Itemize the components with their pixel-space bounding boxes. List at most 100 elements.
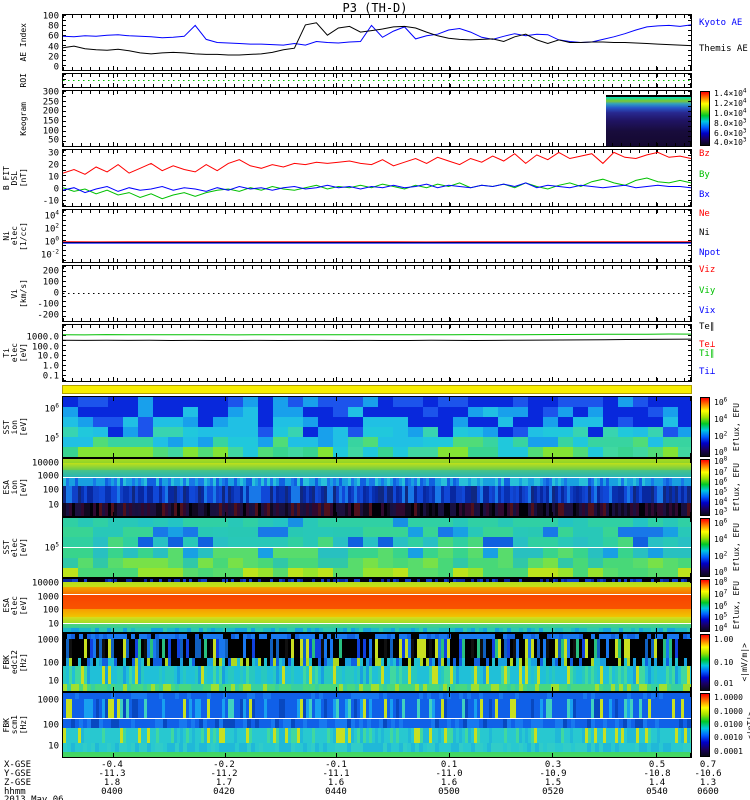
spectro-cell xyxy=(105,728,108,743)
major-tick xyxy=(113,628,114,632)
spectro-cell xyxy=(663,628,667,632)
spectro-cell xyxy=(587,628,591,632)
spectro-cell xyxy=(180,666,183,684)
spectro-cell xyxy=(87,634,91,639)
spectro-cell xyxy=(228,427,243,437)
spectro-cell xyxy=(427,693,431,699)
spectro-cell xyxy=(597,699,600,718)
spectro-cell xyxy=(551,628,555,632)
spectro-cell xyxy=(438,558,453,568)
spectro-cell xyxy=(462,503,465,516)
spectro-cell xyxy=(563,628,567,632)
spectro-cell xyxy=(585,699,588,718)
spectro-cell xyxy=(378,407,393,417)
spectro-cell xyxy=(432,486,435,503)
major-tick xyxy=(449,518,450,522)
spectro-cell xyxy=(535,719,539,729)
spectro-cell xyxy=(575,634,579,639)
spectro-cell xyxy=(231,628,235,632)
spectro-cell xyxy=(357,503,360,516)
spectro-cell xyxy=(135,728,138,743)
spectro-cell xyxy=(177,728,180,743)
spectro-cell xyxy=(483,503,486,516)
spectro-cell xyxy=(543,503,546,516)
spectro-cell xyxy=(117,728,120,743)
spectro-cell xyxy=(588,639,591,658)
spectro-cell xyxy=(585,666,588,684)
major-tick xyxy=(449,258,450,262)
spectro-cell xyxy=(102,486,105,503)
spectro-cell xyxy=(111,658,114,666)
spectro-cell xyxy=(543,537,558,547)
spectro-cell xyxy=(635,628,639,632)
spectro-cell xyxy=(455,743,459,752)
spectro-cell xyxy=(312,666,315,684)
spectro-cell xyxy=(323,684,327,691)
spectro-cell xyxy=(243,478,246,487)
spectro-cell xyxy=(681,699,684,718)
colorbar-tick: 104 xyxy=(714,622,728,633)
spectro-cell xyxy=(63,407,78,417)
spectro-cell xyxy=(479,634,483,639)
spectro-cell xyxy=(444,699,447,718)
spectro-cell xyxy=(213,548,228,558)
spectro-cell xyxy=(153,558,168,568)
spectro-cell xyxy=(507,486,510,503)
spectro-cell xyxy=(96,666,99,684)
spectro-cell xyxy=(153,658,156,666)
spectro-cell xyxy=(429,486,432,503)
spectro-cell xyxy=(168,437,183,447)
spectro-cell xyxy=(459,743,463,752)
spectro-cell xyxy=(609,486,612,503)
series-label: By xyxy=(699,170,710,181)
spectro-cell xyxy=(135,666,138,684)
spectro-cell xyxy=(567,634,571,639)
spectro-cell xyxy=(247,743,251,752)
spectro-cell xyxy=(72,503,75,516)
spectro-cell xyxy=(513,407,528,417)
spectro-cell xyxy=(258,478,261,487)
spectro-cell xyxy=(243,397,258,407)
spectro-cell xyxy=(396,699,399,718)
spectro-cell xyxy=(371,693,375,699)
spectro-cell xyxy=(273,397,288,407)
spectro-cell xyxy=(558,699,561,718)
spectro-cell xyxy=(237,639,240,658)
spectro-cell xyxy=(168,397,183,407)
spectro-cell xyxy=(153,579,156,582)
spectro-cell xyxy=(207,658,210,666)
panel-content xyxy=(63,459,691,516)
spectro-cell xyxy=(111,666,114,684)
spectro-cell xyxy=(611,684,615,691)
spectro-cell xyxy=(210,699,213,718)
spectro-cell xyxy=(159,503,162,516)
spectro-cell xyxy=(498,478,501,487)
spectro-cell xyxy=(91,684,95,691)
major-tick xyxy=(690,693,691,697)
spectro-cell xyxy=(162,639,165,658)
spectro-cell xyxy=(666,666,669,684)
spectro-cell xyxy=(143,684,147,691)
spectro-cell xyxy=(222,699,225,718)
spectro-cell xyxy=(249,699,252,718)
spectro-cell xyxy=(168,417,183,427)
spectro-cell xyxy=(87,719,91,729)
spectro-cell xyxy=(351,693,355,699)
spectro-cell xyxy=(321,728,324,743)
spectro-cell xyxy=(471,699,474,718)
spectro-cell xyxy=(234,486,237,503)
spectro-cell xyxy=(213,658,216,666)
spectro-cell xyxy=(459,628,463,632)
minor-ticks xyxy=(688,210,691,262)
spectro-cell xyxy=(282,699,285,718)
spectro-cell xyxy=(126,658,129,666)
spectro-cell xyxy=(483,639,486,658)
spectro-cell xyxy=(168,537,183,547)
spectro-cell xyxy=(411,658,414,666)
spectro-cell xyxy=(219,579,222,582)
spectro-cell xyxy=(395,743,399,752)
spectro-cell xyxy=(507,478,510,487)
spectro-cell xyxy=(477,503,480,516)
spectro-cell xyxy=(468,658,471,666)
spectro-cell xyxy=(72,666,75,684)
